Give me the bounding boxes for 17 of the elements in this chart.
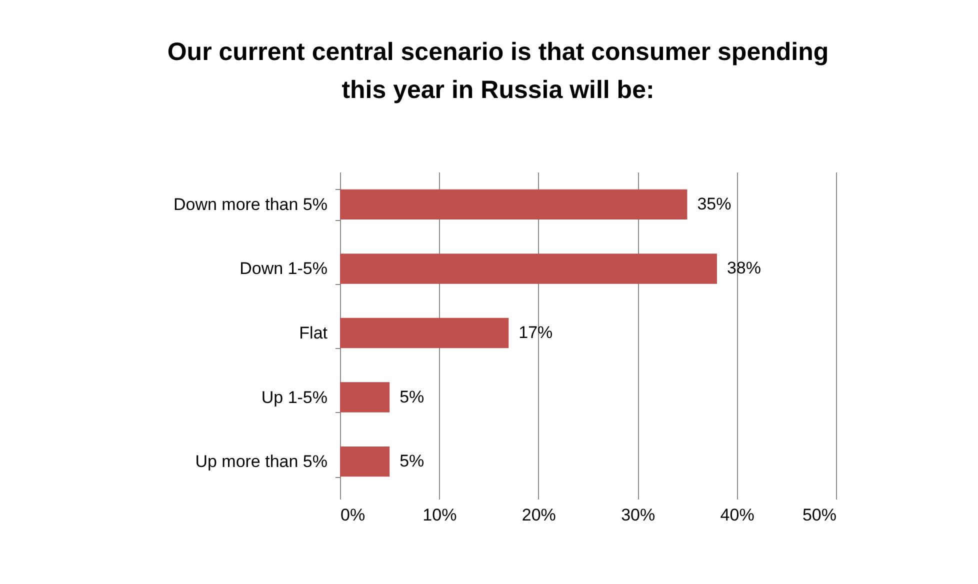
data-label: 35% <box>697 194 732 214</box>
x-tick-label: 10% <box>422 506 457 524</box>
y-tick-label: Up 1-5% <box>261 388 328 407</box>
y-tick-label: Down more than 5% <box>173 194 328 214</box>
x-tick-label: 20% <box>522 506 556 524</box>
data-label: 38% <box>726 258 761 278</box>
x-tick-label: 0% <box>340 506 366 524</box>
x-tick-label: 30% <box>621 506 656 524</box>
y-tick-label: Up more than 5% <box>195 452 328 472</box>
data-label: 5% <box>400 387 424 406</box>
y-tick-label: Down 1-5% <box>240 259 328 278</box>
data-label: 5% <box>400 452 424 471</box>
data-label: 17% <box>518 323 553 342</box>
y-tick-label: Flat <box>299 324 328 342</box>
x-tick-label: 40% <box>720 506 754 524</box>
chart-title: Our current central scenario is that consumer spending this year in Russia will be: <box>167 38 829 104</box>
x-tick-label: 50% <box>802 506 836 524</box>
